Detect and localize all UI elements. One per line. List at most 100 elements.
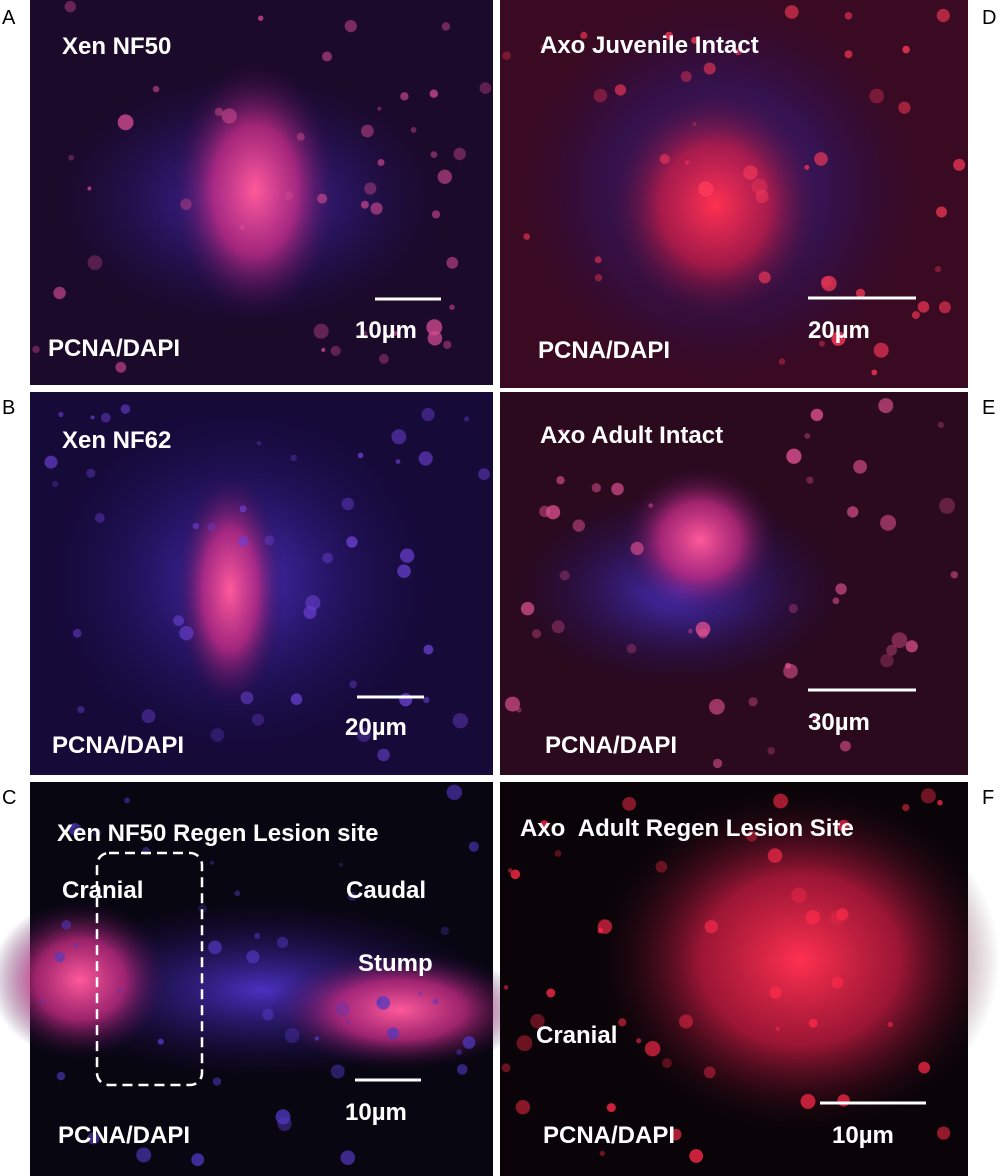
nucleus [556,476,565,485]
nucleus [775,1026,780,1031]
nucleus [507,868,513,873]
panel-letter: F [982,787,994,809]
nucleus [614,84,627,96]
nucleus [917,301,930,313]
stain-label: PCNA/DAPI [58,1122,190,1149]
nucleus [804,164,810,170]
nucleus [918,1061,931,1074]
nucleus [54,951,65,963]
nucleus [837,1094,850,1107]
scale-label: 10µm [355,317,417,344]
nucleus [446,256,459,269]
nucleus [432,998,439,1005]
nucleus [655,861,668,873]
nucleus [630,541,644,556]
nucleus [456,1049,463,1055]
nucleus [208,940,222,955]
nucleus [317,193,328,204]
nucleus [692,122,697,127]
scale-label: 20µm [808,317,870,344]
nucleus [814,152,828,166]
nucleus [400,548,415,563]
nucleus [462,1036,476,1049]
nucleus [192,522,199,530]
nucleus [831,976,844,989]
nucleus [341,497,355,511]
nucleus [540,44,546,50]
nucleus [847,506,859,518]
nucleus [334,1001,351,1017]
nucleus [395,459,401,464]
nucleus [808,1018,818,1028]
nucleus [364,182,377,195]
nucleus [377,106,382,111]
nucleus [399,693,413,707]
panel-letter: B [2,397,15,419]
nucleus [593,88,608,103]
nucleus [709,698,725,715]
nucleus [572,519,585,532]
nucleus [831,331,846,346]
nucleus [934,266,942,273]
region-label: Stump [358,950,433,977]
tissue [620,465,780,615]
nucleus [410,126,417,133]
nucleus [87,255,103,270]
nucleus [580,31,588,39]
nucleus [594,274,603,282]
nucleus [698,181,714,197]
nucleus [599,1150,605,1156]
nucleus [418,991,423,996]
nucleus [100,412,111,423]
nucleus [840,740,851,752]
nucleus [551,620,565,634]
nucleus [443,340,452,349]
nucleus [788,603,798,614]
nucleus [254,933,261,939]
nucleus [751,178,768,195]
nucleus [785,662,791,669]
nucleus [844,12,853,20]
nucleus [938,301,951,314]
nucleus [77,706,85,714]
panel-title: Axo Adult Intact [540,422,723,449]
nucleus [68,154,74,161]
nucleus [539,820,550,830]
nucleus [953,158,966,171]
nucleus [456,1064,468,1075]
nucleus [296,132,305,141]
tissue [600,790,1000,1130]
nucleus [239,505,247,513]
panel-title: Xen NF62 [62,427,171,454]
nucleus [679,1014,693,1029]
scale-label: 10µm [345,1099,407,1126]
nucleus [120,404,131,414]
nucleus [712,758,723,769]
nucleus [379,353,389,364]
nucleus [322,552,334,564]
nucleus [117,114,134,131]
nucleus [755,190,769,203]
nucleus [426,319,443,336]
nucleus [665,31,674,40]
nucleus [115,361,127,373]
panel-letter: C [2,787,16,809]
nucleus [430,151,438,159]
nucleus [887,1021,893,1028]
tissue [605,85,825,325]
nucleus [836,908,849,921]
nucleus [377,748,390,762]
nucleus [262,1008,274,1021]
nucleus [391,330,398,336]
nucleus [636,1038,642,1044]
stain-label: PCNA/DAPI [545,732,677,759]
nucleus [688,628,693,634]
tissue [170,60,340,320]
nucleus [141,709,156,724]
nucleus [559,428,565,434]
nucleus [52,480,59,488]
panel-title: Axo Juvenile Intact [540,32,759,59]
nucleus [880,514,897,531]
nucleus [92,828,102,838]
